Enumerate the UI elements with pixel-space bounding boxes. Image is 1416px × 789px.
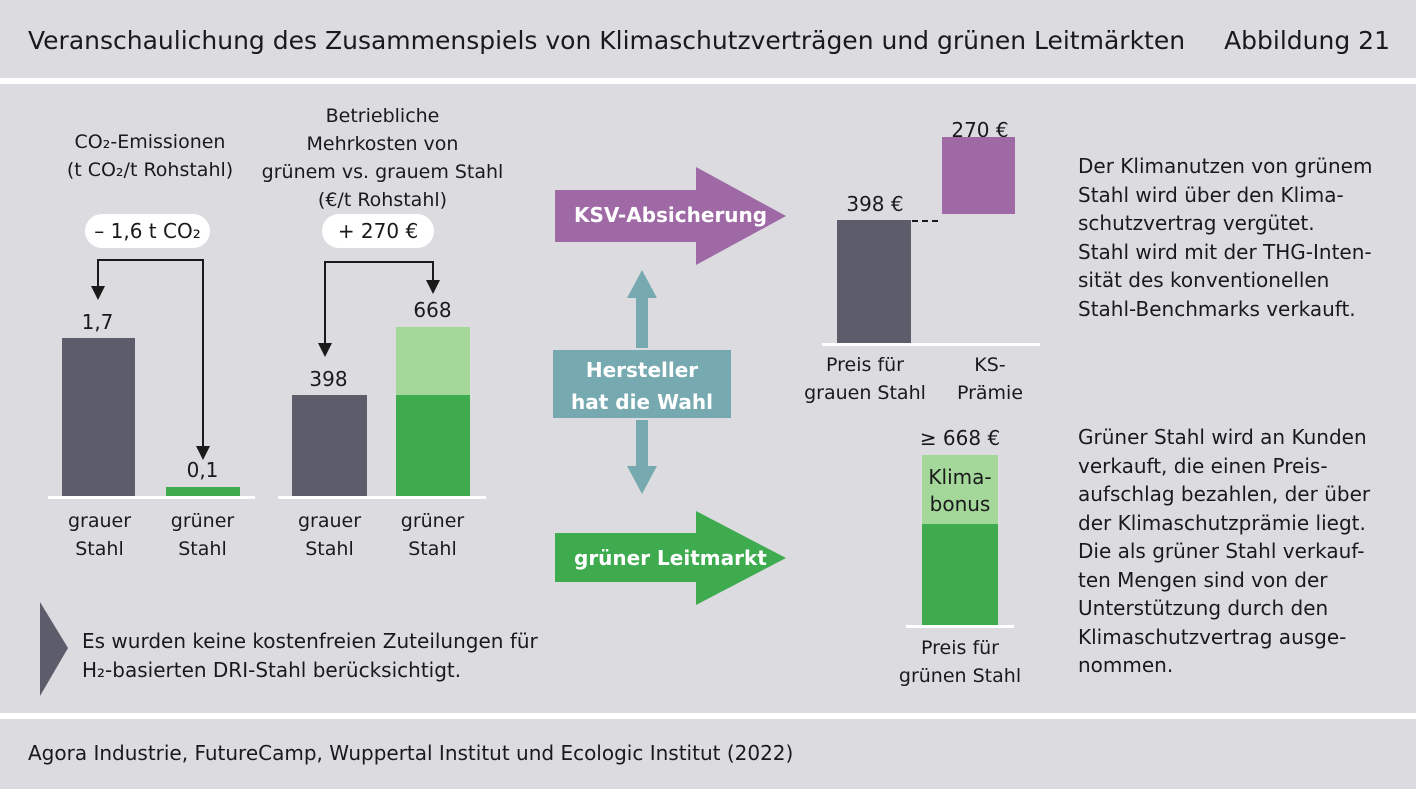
teal-arrow-down-shaft	[636, 420, 648, 468]
teal-arrow-up-shaft	[636, 296, 648, 348]
category-line: Stahl	[75, 538, 124, 560]
grey-price-category: Preis für grauen Stahl	[795, 351, 935, 407]
chart1-difference-pill: – 1,6 t CO₂	[85, 214, 210, 248]
source-text: Agora Industrie, FutureCamp, Wuppertal I…	[28, 741, 794, 765]
chart1-arrowhead-right	[196, 446, 210, 460]
chart2-title-line: grünem vs. grauem Stahl	[261, 161, 504, 183]
text-line: Stahl wird mit der THG-Inten-	[1078, 239, 1372, 264]
right-bottom-description: Grüner Stahl wird an Kunden verkauft, di…	[1078, 423, 1403, 680]
category-line: grauer	[297, 510, 362, 532]
chart2-value-label-green: 668	[413, 298, 452, 322]
text-line: nommen.	[1078, 653, 1174, 677]
premium-category: KS- Prämie	[935, 351, 1045, 407]
chart2-category-grey: grauer Stahl	[282, 507, 377, 563]
manufacturer-choice-box: Hersteller hat die Wahl	[553, 350, 731, 418]
chart1-bar-green	[166, 486, 240, 496]
chart2-arrowhead-left	[318, 343, 332, 357]
figure-title: Veranschaulichung des Zusammenspiels von…	[28, 26, 1186, 55]
bonus-line: bonus	[929, 492, 991, 516]
text-line: Unterstützung durch den	[1078, 596, 1329, 620]
green-market-arrow	[555, 511, 786, 605]
green-price-category: Preis für grünen Stahl	[880, 634, 1040, 690]
text-line: aufschlag bezahlen, der über	[1078, 482, 1371, 506]
chart2-baseline	[278, 496, 486, 499]
right-top-description: Der Klimanutzen von grünem Stahl wird üb…	[1078, 152, 1398, 323]
note-line: Es wurden keine kostenfreien Zuteilungen…	[82, 629, 538, 653]
green-price-value-label: ≥ 668 €	[919, 426, 1001, 450]
category-line: Preis für	[921, 637, 999, 659]
chart3-baseline	[822, 343, 1040, 346]
choice-line: Hersteller	[585, 358, 699, 382]
category-line: grüner	[170, 510, 235, 532]
header-divider	[0, 78, 1416, 84]
chart2-connector	[324, 261, 434, 355]
text-line: Stahl wird über den Klima-	[1078, 182, 1344, 207]
text-line: Stahl-Benchmarks verkauft.	[1078, 296, 1356, 321]
text-line: der Klimaschutzprämie liegt.	[1078, 510, 1366, 535]
chart1-value-label-green: 0,1	[186, 458, 219, 482]
text-line: Der Klimanutzen von grünem	[1078, 154, 1373, 178]
text-line: Grüner Stahl wird an Kunden	[1078, 425, 1367, 449]
chart4-baseline	[906, 625, 1014, 628]
figure-number: Abbildung 21	[1224, 26, 1390, 55]
text-line: schutzvertrag vergütet.	[1078, 211, 1315, 235]
category-line: grüner	[400, 510, 465, 532]
ksv-arrow-label: KSV-Absicherung	[574, 203, 768, 227]
climate-bonus-label: Klima- bonus	[912, 464, 1008, 518]
chart1-bar-grey	[62, 338, 135, 496]
text-line: Klimaschutzvertrag ausge-	[1078, 624, 1347, 649]
chart2-title-line: Mehrkosten von	[306, 133, 459, 155]
category-line: grünen Stahl	[898, 665, 1022, 687]
category-line: Stahl	[408, 538, 457, 560]
chart1-value-label-grey: 1,7	[81, 310, 114, 334]
chart1-title: CO₂-Emissionen (t CO₂/t Rohstahl)	[50, 128, 250, 184]
text-line: sität des konventionellen	[1078, 268, 1330, 292]
text-line: ten Mengen sind von der	[1078, 567, 1328, 592]
chart2-bar-green-base	[396, 395, 470, 496]
chart2-difference-pill: + 270 €	[322, 214, 434, 248]
chart2-value-label-grey: 398	[309, 367, 348, 391]
chart2-bar-green-extra	[396, 327, 470, 396]
chart2-category-green: grüner Stahl	[385, 507, 480, 563]
grey-price-bar	[837, 220, 911, 343]
header: Veranschaulichung des Zusammenspiels von…	[0, 0, 1416, 78]
chart1-category-grey: grauer Stahl	[52, 507, 147, 563]
chart2-bar-grey	[292, 395, 367, 496]
chart1-title-line: CO₂-Emissionen	[74, 131, 226, 153]
chart1-unit-line: (t CO₂/t Rohstahl)	[66, 159, 234, 181]
teal-arrow-up-head	[627, 270, 657, 298]
text-line: verkauft, die einen Preis-	[1078, 453, 1328, 478]
note-line: H₂-basierten DRI-Stahl berücksichtigt.	[82, 657, 462, 682]
choice-line: hat die Wahl	[571, 390, 713, 414]
chart2-title: Betriebliche Mehrkosten von grünem vs. g…	[250, 102, 515, 214]
chart1-category-green: grüner Stahl	[155, 507, 250, 563]
teal-arrow-down-head	[627, 466, 657, 494]
green-market-arrow-label: grüner Leitmarkt	[574, 546, 767, 570]
category-line: Stahl	[305, 538, 354, 560]
chart2-title-line: Betriebliche	[325, 105, 440, 127]
chart1-arrowhead-left	[91, 286, 105, 300]
category-line: Stahl	[178, 538, 227, 560]
note-text: Es wurden keine kostenfreien Zuteilungen…	[82, 627, 602, 684]
grey-price-value-label: 398 €	[846, 192, 904, 216]
category-line: grauer	[67, 510, 132, 532]
ksv-arrow	[555, 167, 786, 265]
climate-bonus-bar	[922, 455, 998, 524]
chart2-arrowhead-right	[426, 280, 440, 294]
green-price-bar-base	[922, 523, 998, 625]
category-line: Preis für	[826, 354, 904, 376]
ks-premium-bar	[942, 136, 1015, 215]
chart2-unit-line: (€/t Rohstahl)	[317, 189, 448, 211]
chart1-connector	[97, 259, 204, 455]
category-line: KS-	[974, 354, 1006, 376]
chart1-baseline	[48, 496, 255, 499]
note-marker-icon	[40, 602, 68, 696]
text-line: Die als grüner Stahl verkauf-	[1078, 539, 1365, 563]
footer-divider	[0, 713, 1416, 719]
bonus-line: Klima-	[928, 465, 992, 489]
category-line: Prämie	[956, 382, 1024, 404]
category-line: grauen Stahl	[804, 382, 926, 404]
